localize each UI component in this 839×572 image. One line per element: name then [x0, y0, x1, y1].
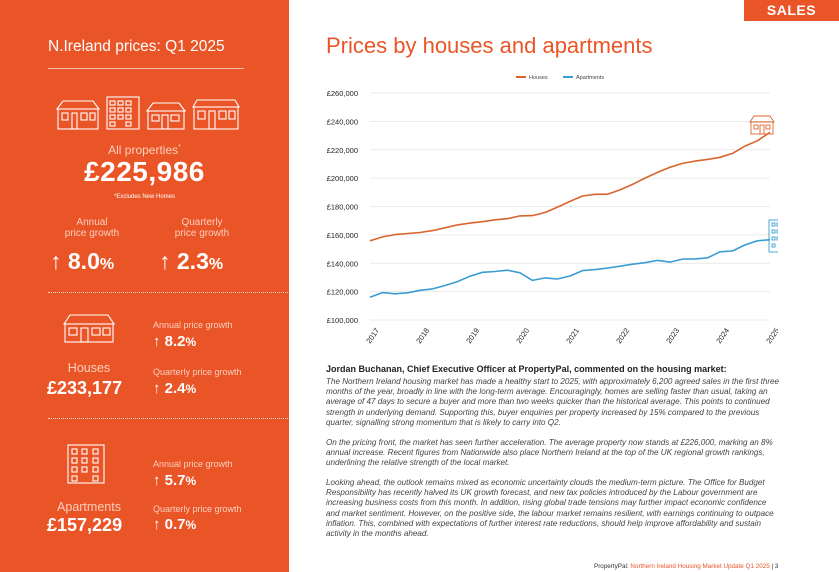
apartments-quarterly-value: ↑ 0.7%: [153, 516, 196, 533]
divider: [48, 418, 288, 419]
apartments-annual-number: 5.7: [164, 472, 186, 489]
up-arrow-icon: ↑: [50, 248, 62, 274]
x-tick-label: 2022: [614, 326, 631, 345]
footnote-marker: *: [178, 144, 181, 151]
y-tick-label: £120,000: [327, 288, 358, 297]
x-tick-label: 2025: [764, 326, 778, 345]
annual-growth-value: ↑ 8.0%: [50, 248, 114, 275]
apartments-quarterly-number: 0.7: [164, 516, 186, 533]
x-tick-label: 2024: [714, 326, 731, 345]
houses-price: £233,177: [47, 378, 123, 398]
series-line-houses: [369, 131, 771, 242]
percent-sign: %: [185, 335, 197, 349]
house-icon: [62, 314, 116, 343]
x-tick-label: 2019: [464, 326, 481, 345]
quarterly-growth-value: ↑ 2.3%: [159, 248, 223, 275]
summary-panel: N.Ireland prices: Q1 2025 All properties…: [0, 0, 289, 572]
apartment-block-icon: [768, 219, 778, 253]
x-tick-label: 2023: [664, 326, 681, 345]
all-properties-label: All properties*: [0, 143, 289, 157]
y-tick-label: £220,000: [327, 146, 358, 155]
excludes-new-homes-note: *Excludes New Homes: [113, 194, 176, 200]
annual-growth-label-line2: price growth: [64, 228, 120, 239]
quarterly-growth-label: Quarterly price growth: [159, 217, 245, 239]
commentary-paragraph-2: On the pricing front, the market has see…: [326, 438, 773, 468]
apartments-annual-value: ↑ 5.7%: [153, 472, 196, 489]
houses-annual-value: ↑ 8.2%: [153, 333, 196, 350]
footer-separator: |: [771, 563, 774, 570]
houses-quarterly-value: ↑ 2.4%: [153, 380, 196, 397]
annual-growth-number: 8.0: [67, 248, 100, 274]
series-line-apartments: [369, 238, 771, 299]
chart-series: [369, 131, 771, 299]
house-icon: [749, 115, 775, 135]
apartment-block-icon: [67, 444, 105, 484]
quarterly-growth-label-line2: price growth: [174, 228, 230, 239]
sales-badge: SALES: [744, 0, 839, 21]
commentary-paragraph-3: Looking ahead, the outlook remains mixed…: [326, 478, 774, 539]
quarterly-growth-number: 2.3: [176, 248, 209, 274]
all-properties-label-text: All properties: [108, 143, 179, 157]
commentary-paragraph-1: The Northern Ireland housing market has …: [326, 377, 780, 427]
houses-annual-number: 8.2: [164, 333, 186, 350]
y-tick-label: £200,000: [327, 174, 358, 183]
footer-brand: PropertyPal:: [594, 563, 629, 570]
quarterly-growth-label-line1: Quarterly: [181, 217, 223, 228]
up-arrow-icon: ↑: [153, 333, 161, 350]
y-tick-label: £180,000: [327, 203, 358, 212]
houses-label: Houses: [67, 361, 111, 375]
divider: [48, 68, 244, 69]
houses-quarterly-label: Quarterly price growth: [153, 367, 242, 377]
x-tick-label: 2018: [414, 326, 431, 345]
apartments-label: Apartments: [57, 500, 121, 514]
x-axis: 2017 2018 2019 2020 2021 2022 2023 2024 2025: [364, 326, 778, 345]
percent-sign: %: [208, 256, 224, 273]
chart-title: Prices by houses and apartments: [326, 33, 653, 58]
percent-sign: %: [185, 474, 197, 488]
footer-report-title: Northern Ireland Housing Market Update Q…: [630, 563, 770, 570]
y-tick-label: £240,000: [327, 117, 358, 126]
up-arrow-icon: ↑: [159, 248, 171, 274]
price-line-chart: Houses Apartments £100,000 £120,000 £140,00…: [327, 75, 778, 345]
up-arrow-icon: ↑: [153, 516, 161, 533]
up-arrow-icon: ↑: [153, 472, 161, 489]
legend-label: Houses: [529, 75, 548, 81]
x-tick-label: 2020: [514, 326, 531, 345]
apartments-price: £157,229: [47, 515, 123, 535]
house-row-icon: [55, 96, 240, 130]
chart-grid: [370, 92, 770, 321]
percent-sign: %: [185, 518, 197, 532]
percent-sign: %: [99, 256, 115, 273]
y-tick-label: £140,000: [327, 259, 358, 268]
annual-growth-label: Annual price growth: [50, 217, 134, 239]
up-arrow-icon: ↑: [153, 380, 161, 397]
houses-annual-label: Annual price growth: [153, 320, 233, 330]
x-tick-label: 2017: [364, 326, 381, 345]
divider: [48, 292, 288, 293]
panel-title: N.Ireland prices: Q1 2025: [48, 38, 225, 55]
page-number: 3: [774, 563, 779, 570]
x-tick-label: 2021: [564, 326, 581, 345]
annual-growth-label-line1: Annual: [76, 217, 108, 228]
houses-quarterly-number: 2.4: [164, 380, 186, 397]
apartments-annual-label: Annual price growth: [153, 459, 233, 469]
y-tick-label: £260,000: [327, 89, 358, 98]
page-footer: PropertyPal: Northern Ireland Housing Ma…: [594, 563, 778, 570]
y-axis: £100,000 £120,000 £140,000 £160,000 £180,000…: [327, 89, 358, 325]
percent-sign: %: [185, 382, 197, 396]
legend-label: Apartments: [576, 75, 604, 81]
y-tick-label: £160,000: [327, 231, 358, 240]
apartments-quarterly-label: Quarterly price growth: [153, 504, 242, 514]
all-properties-value: £225,986: [84, 156, 205, 187]
y-tick-label: £100,000: [327, 316, 358, 325]
commentary-heading: Jordan Buchanan, Chief Executive Officer…: [326, 364, 727, 374]
chart-legend: Houses Apartments: [516, 75, 604, 81]
